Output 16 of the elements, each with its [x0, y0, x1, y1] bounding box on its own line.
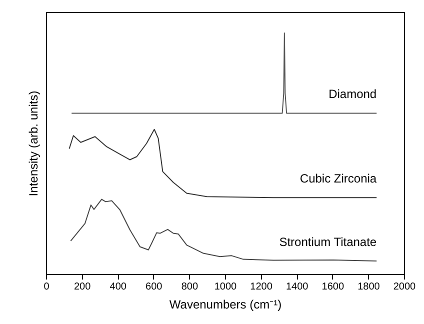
series-label: Strontium Titanate [279, 234, 377, 249]
x-tick-label: 200 [74, 282, 92, 292]
x-tick-label: 2000 [393, 282, 416, 292]
x-tick-label: 1800 [358, 282, 380, 292]
x-tick-label: 1600 [322, 282, 344, 292]
x-tick-label: 0 [44, 282, 50, 292]
x-tick-label: 1000 [214, 282, 238, 292]
y-axis-title: Intensity (arb. units) [26, 90, 40, 196]
x-tick-label: 1400 [286, 282, 309, 292]
series-label: Cubic Zirconia [300, 172, 377, 186]
x-tick-label: 400 [110, 282, 127, 292]
x-axis-title: Wavenumbers (cm⁻¹) [169, 298, 282, 312]
x-tick-label: 800 [181, 282, 198, 292]
series-label: Diamond [328, 87, 377, 102]
x-tick-label: 600 [146, 282, 163, 292]
x-tick-label: 1200 [250, 282, 273, 292]
